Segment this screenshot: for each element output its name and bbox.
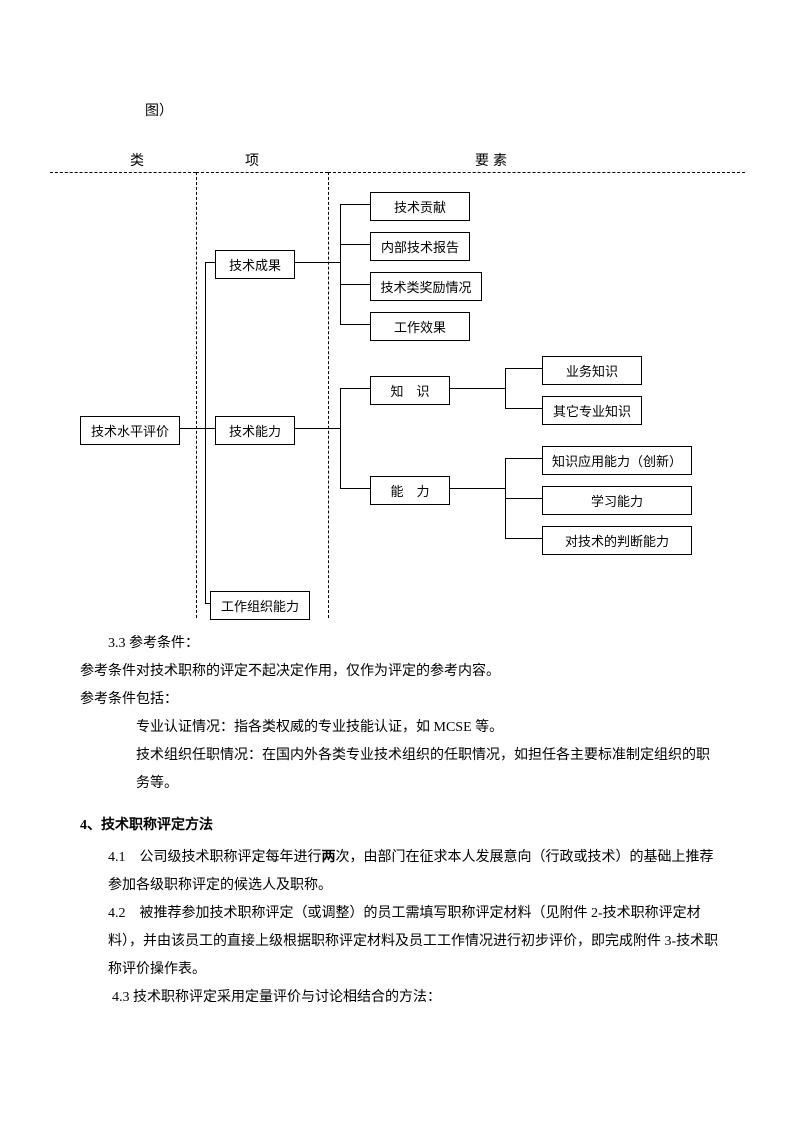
node-e2: 内部技术报告 <box>370 232 470 261</box>
paragraph: 技术组织任职情况：在国内外各类专业技术组织的任职情况，如担任各主要标准制定组织的… <box>136 742 720 798</box>
conn <box>205 262 215 263</box>
paragraph-4-2: 4.2 被推荐参加技术职称评定（或调整）的员工需填写职称评定材料（见附件 2-技… <box>108 900 720 984</box>
paragraph-4-3: 4.3 技术职称评定采用定量评价与讨论相结合的方法： <box>112 984 720 1012</box>
paragraph: 参考条件对技术职称的评定不起决定作用，仅作为评定的参考内容。 <box>80 658 720 686</box>
node-ability: 能 力 <box>370 476 450 505</box>
node-e3: 技术类奖励情况 <box>370 272 482 301</box>
conn <box>205 603 210 604</box>
node-p2: 技术能力 <box>215 416 295 445</box>
dash-top-2 <box>196 172 328 173</box>
dash-v-1 <box>196 172 197 618</box>
conn <box>340 324 370 325</box>
conn <box>205 428 215 429</box>
conn <box>340 204 341 324</box>
col-header-item: 项 <box>245 150 263 170</box>
conn <box>340 388 370 389</box>
heading-3-3: 3.3 参考条件： <box>108 630 720 658</box>
conn <box>505 408 542 409</box>
conn <box>340 204 370 205</box>
paragraph-4-1: 4.1 公司级技术职称评定每年进行两次，由部门在征求本人发展意向（行政或技术）的… <box>108 844 720 900</box>
node-root: 技术水平评价 <box>80 416 180 445</box>
conn <box>295 262 340 263</box>
node-p1: 技术成果 <box>215 250 295 279</box>
heading-4: 4、技术职称评定方法 <box>80 812 720 840</box>
node-e1: 技术贡献 <box>370 192 470 221</box>
conn <box>450 388 505 389</box>
figure-label: 图） <box>145 100 720 120</box>
col-header-category: 类 <box>130 150 148 170</box>
node-n2: 学习能力 <box>542 486 692 515</box>
conn <box>295 428 340 429</box>
paragraph: 参考条件包括： <box>80 686 720 714</box>
node-k2: 其它专业知识 <box>542 396 642 425</box>
conn <box>505 498 542 499</box>
text-run: 4.1 公司级技术职称评定每年进行 <box>108 850 322 865</box>
conn <box>340 284 370 285</box>
node-knowledge: 知 识 <box>370 376 450 405</box>
text-bold: 两 <box>322 850 336 865</box>
node-p3: 工作组织能力 <box>210 591 310 620</box>
paragraph: 专业认证情况：指各类权威的专业技能认证，如 MCSE 等。 <box>136 714 720 742</box>
conn <box>205 262 206 603</box>
conn <box>505 368 506 408</box>
dash-v-2 <box>328 172 329 618</box>
conn <box>450 488 505 489</box>
node-e4: 工作效果 <box>370 312 470 341</box>
tree-diagram: 类 项 要素 技术水平评价 技术成果 技术能力 工作组织能力 技术贡献 内部技术… <box>80 150 720 630</box>
conn <box>505 538 542 539</box>
node-n1: 知识应用能力（创新） <box>542 446 692 475</box>
col-header-element: 要素 <box>475 150 511 170</box>
conn <box>340 488 370 489</box>
conn <box>505 368 542 369</box>
dash-top-3 <box>328 172 745 173</box>
conn <box>340 244 370 245</box>
conn <box>340 388 341 488</box>
body-text: 3.3 参考条件： 参考条件对技术职称的评定不起决定作用，仅作为评定的参考内容。… <box>80 630 720 1012</box>
dash-top-1 <box>50 172 196 173</box>
node-n3: 对技术的判断能力 <box>542 526 692 555</box>
conn <box>505 458 542 459</box>
conn <box>180 428 205 429</box>
node-k1: 业务知识 <box>542 356 642 385</box>
